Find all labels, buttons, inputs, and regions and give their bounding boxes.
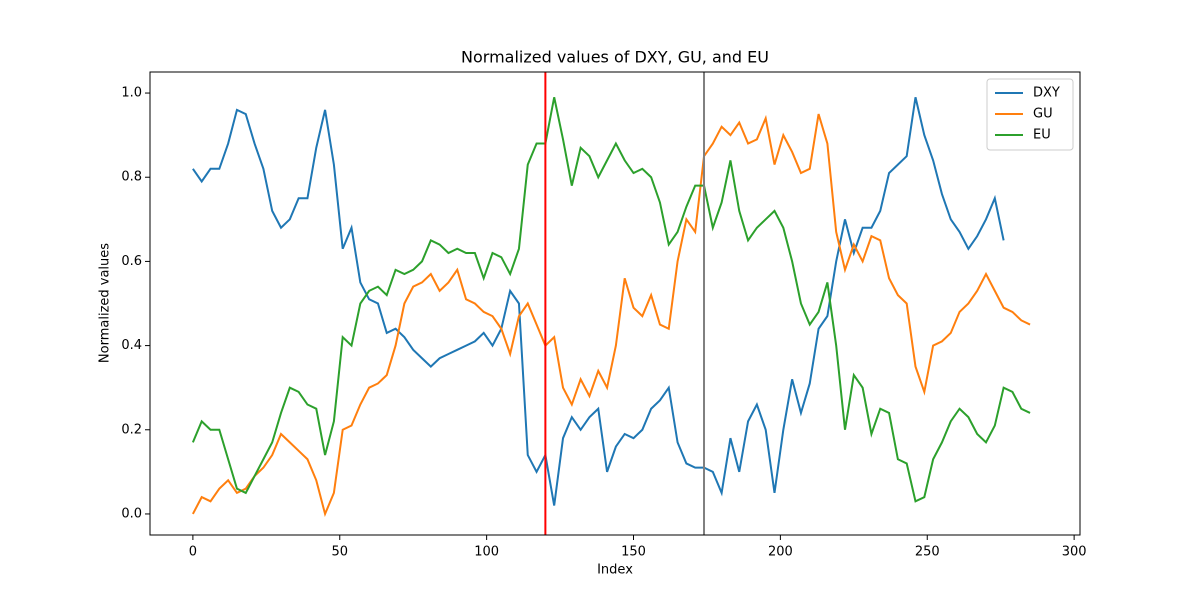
x-tick-label: 300 [1062,545,1087,560]
legend-label: GU [1033,107,1053,122]
x-tick-label: 250 [915,545,940,560]
y-tick-label: 0.8 [121,170,142,185]
series-line [191,97,1031,503]
chart-title: Normalized values of DXY, GU, and EU [461,48,769,67]
series-line [192,97,1005,506]
y-tick-label: 0.4 [121,338,142,353]
y-tick-label: 1.0 [121,86,142,101]
x-tick-label: 200 [768,545,793,560]
y-axis-label: Normalized values [98,243,113,363]
x-tick-label: 0 [189,545,197,560]
legend-box [986,78,1074,151]
x-tick-label: 50 [331,545,348,560]
x-tick-label: 100 [474,545,499,560]
plot-frame [149,71,1081,536]
legend-label: DXY [1033,86,1060,101]
legend-label: EU [1033,128,1051,143]
y-tick-label: 0.0 [121,506,142,521]
series-line [192,113,1031,518]
y-tick-label: 0.2 [121,422,142,437]
y-tick-label: 0.6 [121,254,142,269]
x-tick-label: 150 [621,545,646,560]
x-axis-label: Index [597,563,633,578]
